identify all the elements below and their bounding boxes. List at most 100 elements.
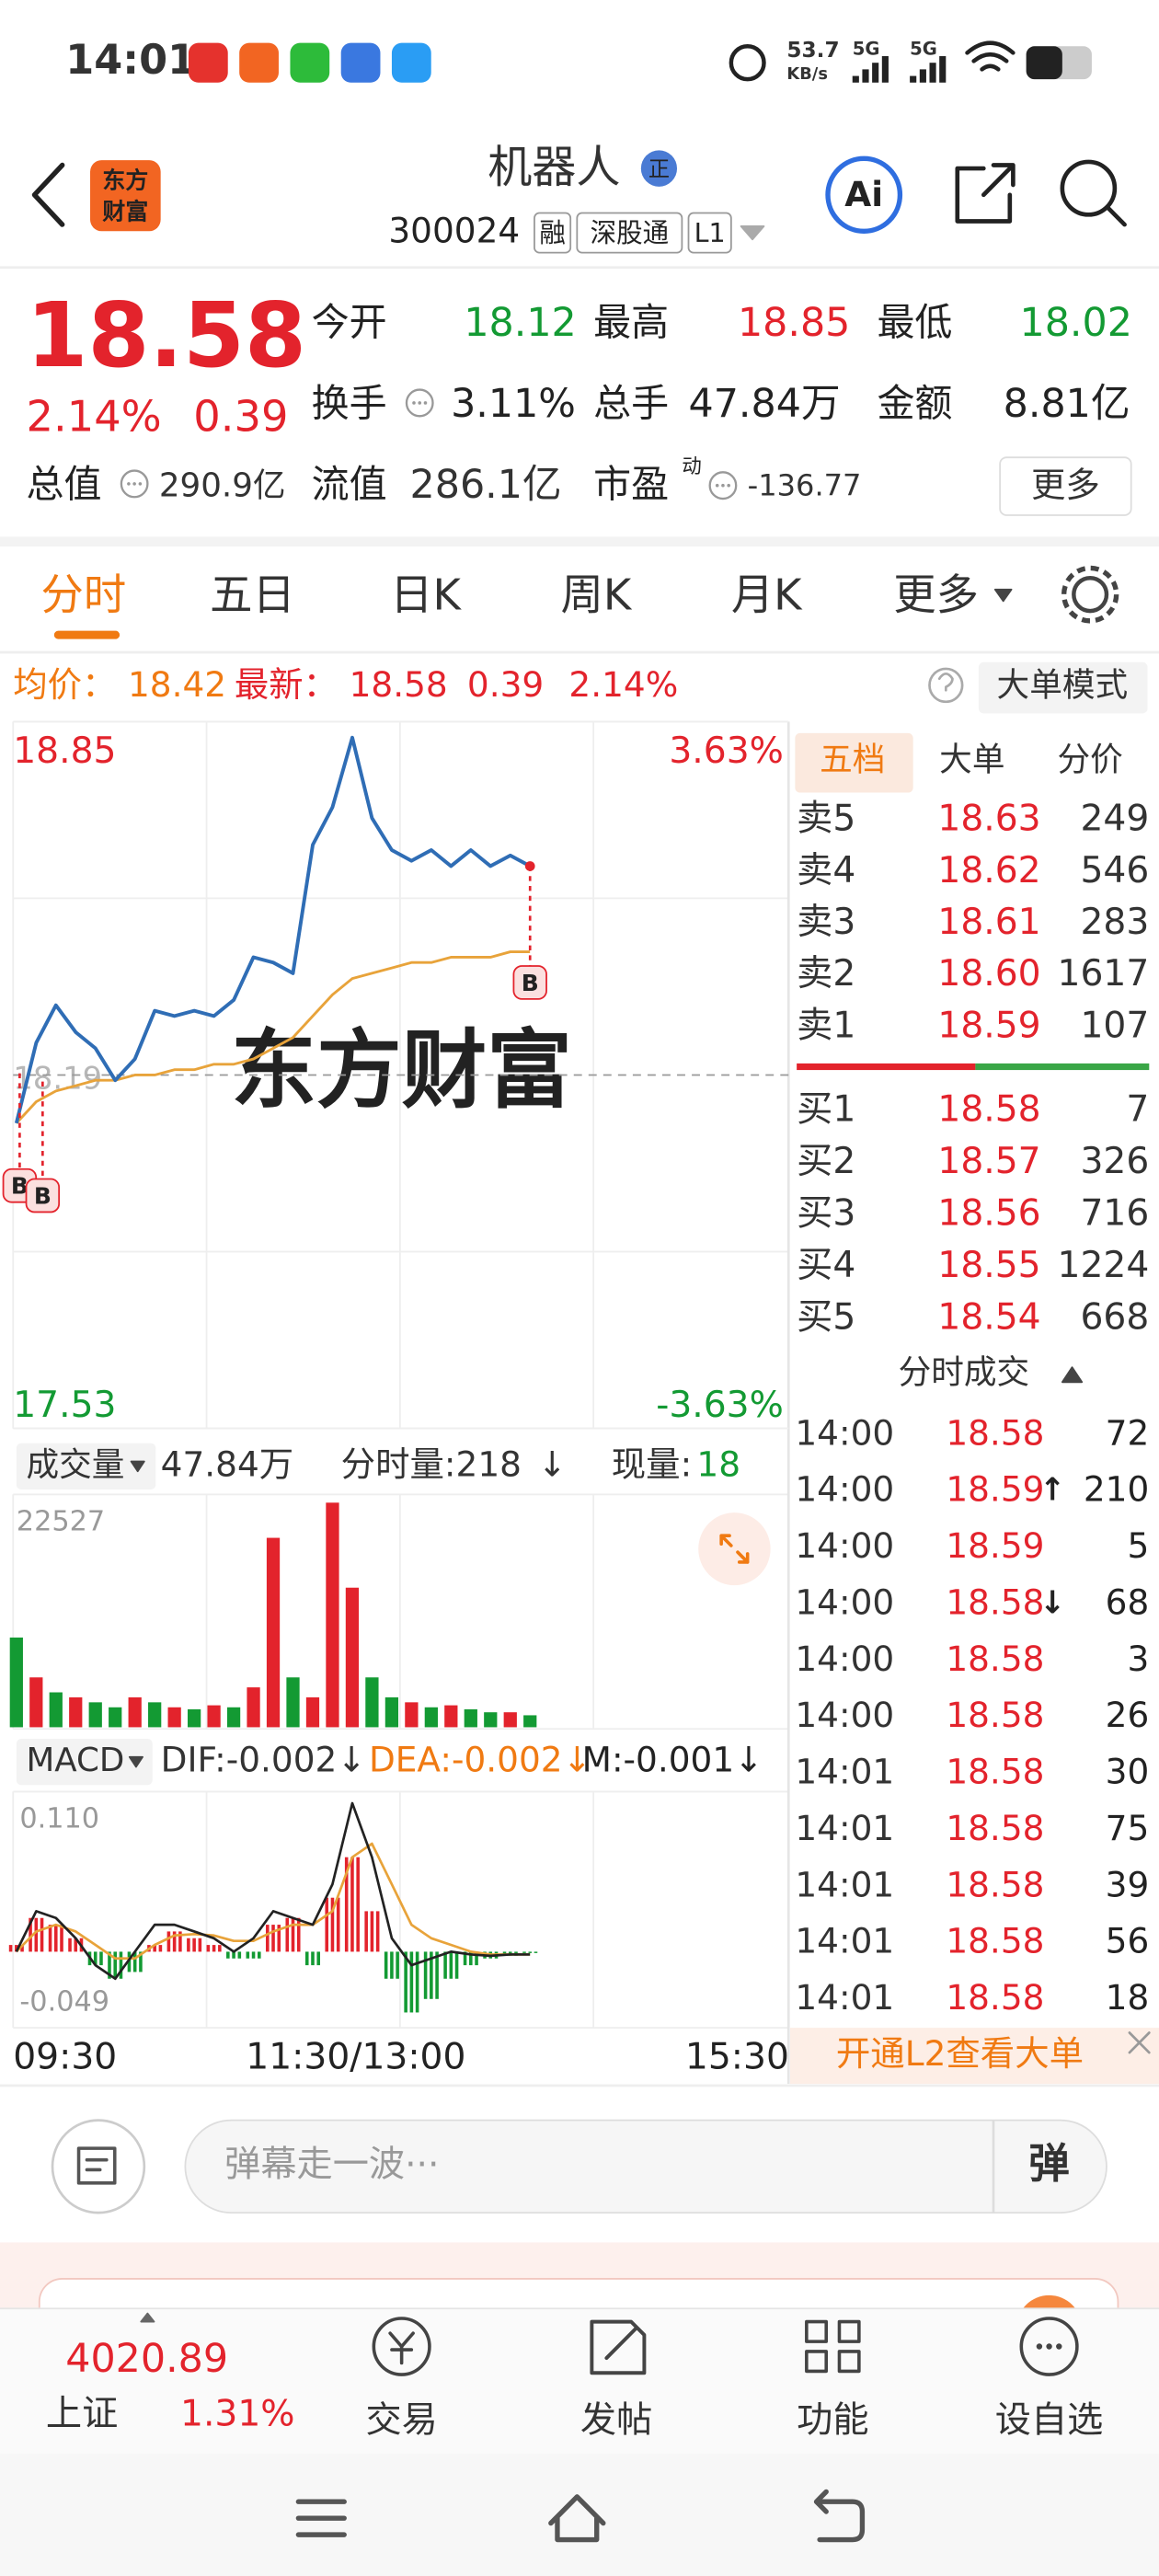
trade-price: 18.59 bbox=[946, 1469, 1044, 1510]
l2-banner-text[interactable]: 开通L2查看大单 bbox=[836, 2033, 1084, 2074]
nav-item[interactable]: 交易 bbox=[365, 2398, 437, 2441]
tab[interactable]: 更多 bbox=[893, 569, 979, 619]
field-label: 换手 bbox=[312, 381, 387, 425]
macd-bar bbox=[430, 1951, 433, 1999]
book-level: 买2 bbox=[797, 1140, 855, 1182]
macd-bar bbox=[218, 1945, 222, 1952]
trade-qty: 26 bbox=[1106, 1695, 1150, 1735]
index-value[interactable]: 4020.89 bbox=[65, 2336, 228, 2382]
expand-button[interactable] bbox=[698, 1512, 771, 1586]
trade-price: 18.58 bbox=[946, 1977, 1044, 2018]
info-icon-dot bbox=[138, 482, 143, 486]
mode-button[interactable] bbox=[978, 661, 1148, 714]
nav-item[interactable]: 设自选 bbox=[995, 2398, 1104, 2441]
tab-highlight bbox=[795, 732, 913, 793]
macd-bar bbox=[291, 1917, 295, 1952]
trade-dot bbox=[524, 861, 535, 871]
trade-qty: 75 bbox=[1106, 1808, 1150, 1848]
book-level: 卖4 bbox=[797, 849, 855, 891]
book-tab[interactable]: 大单 bbox=[939, 741, 1004, 778]
volume-bar bbox=[128, 1696, 142, 1728]
macd-tick-label: -0.049 bbox=[19, 1986, 109, 2018]
tab[interactable]: 周K bbox=[561, 569, 633, 619]
macd-bar bbox=[271, 1925, 275, 1952]
book-qty: 7 bbox=[1126, 1087, 1149, 1130]
macd-bar bbox=[475, 1951, 478, 1966]
comment-placeholder[interactable]: 弹幕走一波··· bbox=[224, 2143, 439, 2185]
tab-underline bbox=[53, 630, 120, 639]
label: 18.42 bbox=[128, 664, 226, 705]
book-price: 18.61 bbox=[937, 901, 1040, 943]
field-label: 金额 bbox=[877, 381, 952, 425]
tab[interactable]: 五日 bbox=[210, 569, 295, 619]
macd-bar bbox=[212, 1945, 216, 1952]
battery-level bbox=[1026, 46, 1062, 80]
l2-banner[interactable] bbox=[790, 2028, 1159, 2085]
macd-bar bbox=[356, 1857, 360, 1952]
macd-bar bbox=[463, 1951, 467, 1966]
comment-input[interactable] bbox=[184, 2119, 1107, 2214]
pct-tick-label: -3.63% bbox=[656, 1384, 784, 1426]
macd-bar bbox=[48, 1925, 52, 1952]
settings-button[interactable] bbox=[1072, 575, 1109, 614]
book-qty: 107 bbox=[1080, 1004, 1149, 1046]
volume-bar bbox=[424, 1707, 438, 1728]
macd-bar bbox=[178, 1931, 182, 1952]
avg-price-line bbox=[15, 950, 531, 1124]
macd-bar bbox=[29, 1917, 32, 1952]
system-nav bbox=[0, 2454, 1159, 2576]
volume-selector[interactable] bbox=[16, 1443, 156, 1489]
nav-icon bbox=[388, 2331, 415, 2365]
label: -136.77 bbox=[748, 467, 862, 502]
macd-bar bbox=[336, 1897, 340, 1952]
trade-arrow: ↓ bbox=[1039, 1584, 1065, 1621]
nav-icon bbox=[590, 2319, 647, 2375]
field-label: 最低 bbox=[877, 300, 952, 344]
ai-text[interactable]: Ai bbox=[844, 174, 883, 214]
app-logo bbox=[90, 160, 161, 232]
more-text[interactable]: 更多 bbox=[1031, 465, 1100, 505]
trade-qty: 210 bbox=[1084, 1469, 1149, 1510]
macd-bar bbox=[20, 1945, 24, 1952]
clock: 14:01 bbox=[65, 35, 196, 84]
tab[interactable]: 月K bbox=[731, 569, 803, 619]
macd-bar bbox=[237, 1951, 242, 1959]
book-price: 18.59 bbox=[937, 1004, 1040, 1046]
trade-time: 14:00 bbox=[795, 1412, 894, 1453]
tab[interactable]: 日K bbox=[390, 569, 462, 619]
index-name[interactable]: 上证 bbox=[46, 2392, 118, 2434]
label: 流值 bbox=[312, 462, 387, 506]
trade-time: 14:00 bbox=[795, 1469, 894, 1510]
time-label: 11:30/13:00 bbox=[246, 2036, 465, 2078]
nav-item[interactable]: 功能 bbox=[797, 2398, 868, 2441]
tab[interactable]: 分时 bbox=[41, 569, 127, 619]
volume-bar bbox=[69, 1696, 83, 1728]
info-icon bbox=[708, 471, 738, 500]
volume-bar bbox=[247, 1687, 260, 1728]
index-pct[interactable]: 1.31% bbox=[180, 2392, 294, 2434]
barrage-button[interactable]: 弹 bbox=[1028, 2139, 1070, 2188]
ai-button[interactable] bbox=[825, 155, 903, 234]
search-button[interactable] bbox=[1060, 159, 1118, 217]
macd-selector-text[interactable]: MACD bbox=[27, 1742, 125, 1779]
book-tab[interactable]: 五档 bbox=[820, 741, 885, 778]
mode-text[interactable]: 大单模式 bbox=[997, 667, 1129, 705]
book-level: 买5 bbox=[797, 1296, 855, 1339]
book-tab[interactable]: 分价 bbox=[1058, 741, 1123, 778]
volume-bar bbox=[29, 1677, 43, 1728]
macd-bar bbox=[344, 1857, 349, 1952]
collapse-icon bbox=[140, 2312, 155, 2323]
book-price: 18.56 bbox=[937, 1191, 1040, 1234]
volume-bar bbox=[405, 1702, 419, 1728]
volume-selector-text[interactable]: 成交量 bbox=[27, 1446, 125, 1484]
nav-item[interactable]: 发帖 bbox=[580, 2398, 652, 2441]
badge bbox=[640, 150, 678, 187]
barrage-settings[interactable] bbox=[51, 2119, 146, 2214]
trade-time: 14:00 bbox=[795, 1525, 894, 1566]
signal-bar bbox=[881, 56, 889, 83]
macd-selector[interactable] bbox=[16, 1739, 153, 1786]
label: 290.9亿 bbox=[159, 466, 286, 504]
info-icon-dot bbox=[721, 483, 725, 488]
more-button[interactable] bbox=[999, 456, 1132, 516]
field-value: 3.11% bbox=[451, 381, 576, 427]
